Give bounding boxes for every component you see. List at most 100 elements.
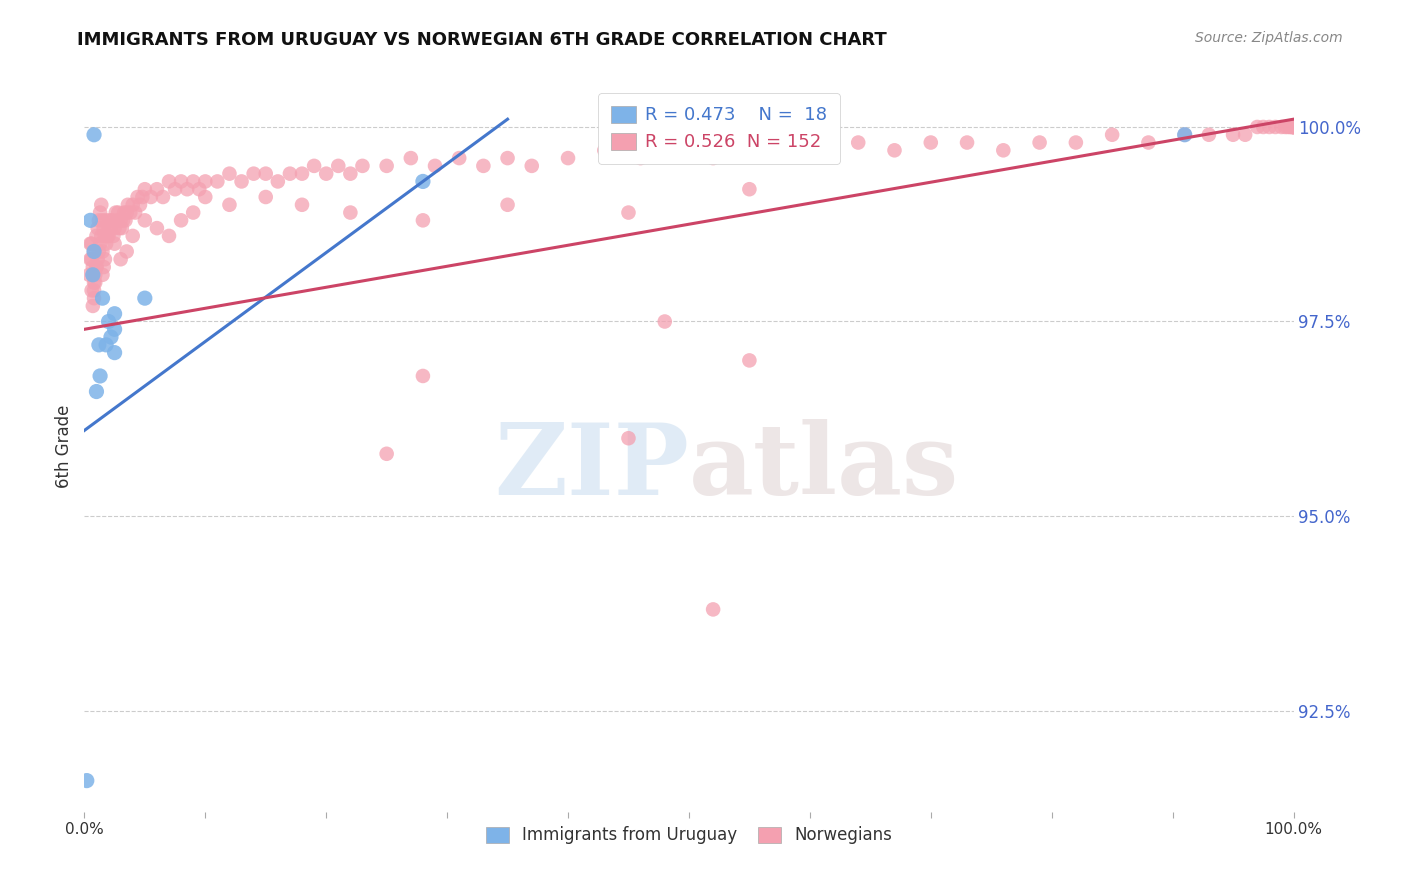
Point (846, 136, 869, 150)
Point (86, 228, 108, 243)
Point (146, 182, 169, 196)
Point (94, 338, 117, 352)
Point (117, 198, 139, 212)
Text: atlas: atlas (689, 419, 959, 516)
Point (496, 151, 519, 165)
Text: Source: ZipAtlas.com: Source: ZipAtlas.com (1195, 31, 1343, 45)
Point (82, 260, 104, 274)
Point (1270, 120, 1292, 134)
Point (82, 268, 104, 282)
Point (121, 198, 143, 212)
Point (496, 198, 519, 212)
Point (96, 228, 118, 243)
Point (91, 268, 114, 282)
Point (124, 205, 146, 219)
Point (115, 205, 138, 219)
Point (1281, 120, 1303, 134)
Point (103, 228, 125, 243)
Point (811, 144, 834, 158)
Point (218, 167, 240, 181)
Point (79, 236, 101, 251)
Point (152, 190, 174, 204)
Point (165, 182, 187, 196)
Point (352, 159, 374, 173)
Point (82, 299, 104, 313)
Point (267, 174, 290, 188)
Point (170, 174, 193, 188)
Point (472, 159, 495, 173)
Point (86, 221, 108, 235)
Point (956, 136, 979, 150)
Point (1274, 120, 1296, 134)
Point (104, 307, 127, 321)
Point (115, 244, 138, 259)
Point (665, 144, 688, 158)
Point (170, 213, 193, 227)
Point (1101, 128, 1123, 142)
Point (412, 213, 434, 227)
Point (114, 213, 136, 227)
Point (83, 244, 105, 259)
Point (194, 174, 217, 188)
Legend: Immigrants from Uruguay, Norwegians: Immigrants from Uruguay, Norwegians (479, 820, 898, 851)
Point (254, 190, 277, 204)
Point (630, 151, 652, 165)
Point (412, 368, 434, 383)
Point (399, 151, 422, 165)
Point (97, 314, 120, 328)
Point (110, 252, 132, 267)
Point (194, 190, 217, 204)
Point (79, 213, 101, 227)
Point (1253, 120, 1275, 134)
Point (108, 221, 131, 235)
Point (91, 213, 114, 227)
Point (104, 322, 127, 336)
Point (1174, 128, 1197, 142)
Point (97, 228, 120, 243)
Point (993, 144, 1015, 158)
Point (188, 182, 211, 196)
Point (129, 198, 152, 212)
Point (1264, 120, 1286, 134)
Point (86, 260, 108, 274)
Point (90, 228, 112, 243)
Point (702, 151, 724, 165)
Text: IMMIGRANTS FROM URUGUAY VS NORWEGIAN 6TH GRADE CORRELATION CHART: IMMIGRANTS FROM URUGUAY VS NORWEGIAN 6TH… (77, 31, 887, 49)
Point (82, 268, 104, 282)
Point (449, 151, 471, 165)
Point (79, 252, 101, 267)
Point (83, 291, 105, 305)
Point (1137, 136, 1160, 150)
Point (98, 213, 121, 227)
Point (1282, 120, 1305, 134)
Point (1174, 128, 1197, 142)
Point (104, 221, 127, 235)
Point (1279, 120, 1302, 134)
Point (1282, 120, 1305, 134)
Point (375, 159, 398, 173)
Point (91, 291, 114, 305)
Point (90, 198, 112, 212)
Point (339, 205, 361, 219)
Point (97, 221, 120, 235)
Point (107, 205, 129, 219)
Point (94, 236, 117, 251)
Point (1282, 120, 1305, 134)
Point (1222, 128, 1244, 142)
Point (291, 198, 314, 212)
Point (375, 447, 398, 461)
Point (104, 345, 127, 359)
Point (111, 221, 134, 235)
Point (100, 330, 122, 344)
Point (121, 228, 143, 243)
Point (1246, 120, 1268, 134)
Point (617, 431, 640, 445)
Point (738, 182, 761, 196)
Point (83, 128, 105, 142)
Point (94, 228, 117, 243)
Point (83, 244, 105, 259)
Point (242, 167, 264, 181)
Point (105, 213, 128, 227)
Point (127, 190, 149, 204)
Point (104, 236, 127, 251)
